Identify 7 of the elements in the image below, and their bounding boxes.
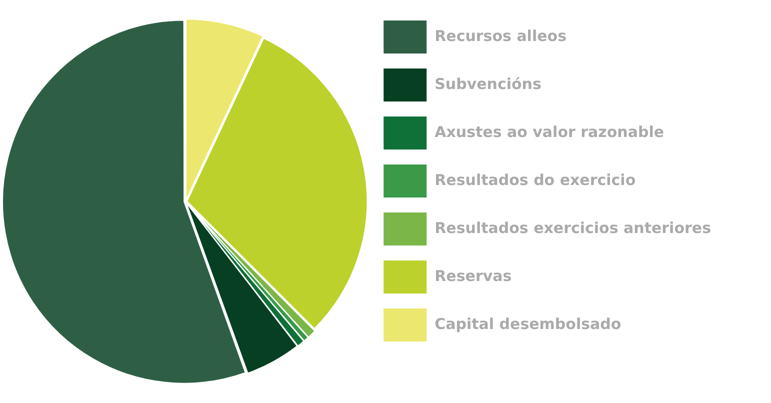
legend-label: Capital desembolsado: [434, 314, 622, 333]
legend-label: Axustes ao valor razonable: [434, 122, 664, 141]
legend-label: Subvencións: [434, 74, 542, 93]
legend-label: Resultados do exercicio: [434, 170, 636, 189]
legend-label: Resultados exercicios anteriores: [434, 218, 712, 237]
legend-label: Recursos alleos: [434, 26, 567, 45]
legend-label: Reservas: [434, 266, 512, 285]
